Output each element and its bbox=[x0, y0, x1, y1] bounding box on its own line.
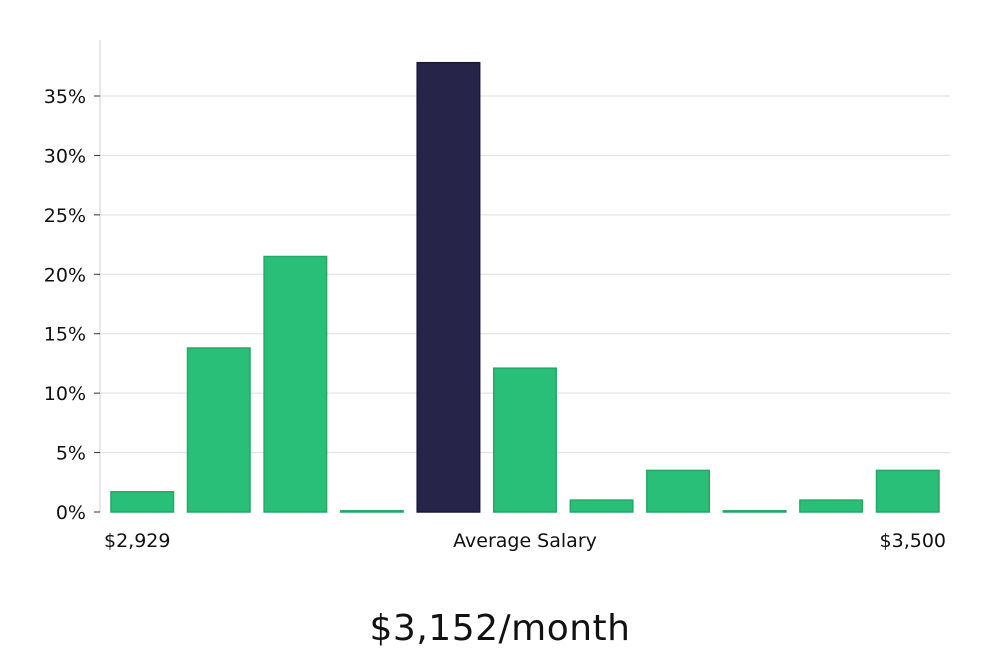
bar bbox=[646, 469, 711, 513]
bar bbox=[722, 510, 787, 513]
bar-average-salary bbox=[416, 61, 481, 513]
y-tick-label: 30% bbox=[44, 145, 86, 167]
bar bbox=[110, 491, 175, 513]
y-axis-ticks: 0% 5% 10% 15% 20% 25% 30% 35% bbox=[44, 86, 100, 524]
x-label-max: $3,500 bbox=[880, 530, 946, 552]
y-tick-label: 5% bbox=[56, 443, 86, 465]
bar bbox=[492, 367, 557, 513]
x-label-min: $2,929 bbox=[104, 530, 170, 552]
bar bbox=[339, 510, 404, 513]
bar bbox=[569, 499, 634, 513]
average-salary-value: $3,152/month bbox=[369, 608, 631, 649]
bar bbox=[799, 499, 864, 513]
y-tick-label: 25% bbox=[44, 205, 86, 227]
y-tick-label: 15% bbox=[44, 324, 86, 346]
y-tick-label: 10% bbox=[44, 383, 86, 405]
y-tick-label: 0% bbox=[56, 502, 86, 524]
bar bbox=[875, 469, 940, 513]
y-tick-label: 20% bbox=[44, 264, 86, 286]
bar bbox=[263, 255, 328, 513]
bar bbox=[186, 347, 251, 513]
salary-histogram: 0% 5% 10% 15% 20% 25% 30% 35% $2,929 Average Sa… bbox=[44, 40, 950, 552]
x-label-average: Average Salary bbox=[453, 530, 597, 552]
y-tick-label: 35% bbox=[44, 86, 86, 108]
bars bbox=[110, 61, 940, 513]
